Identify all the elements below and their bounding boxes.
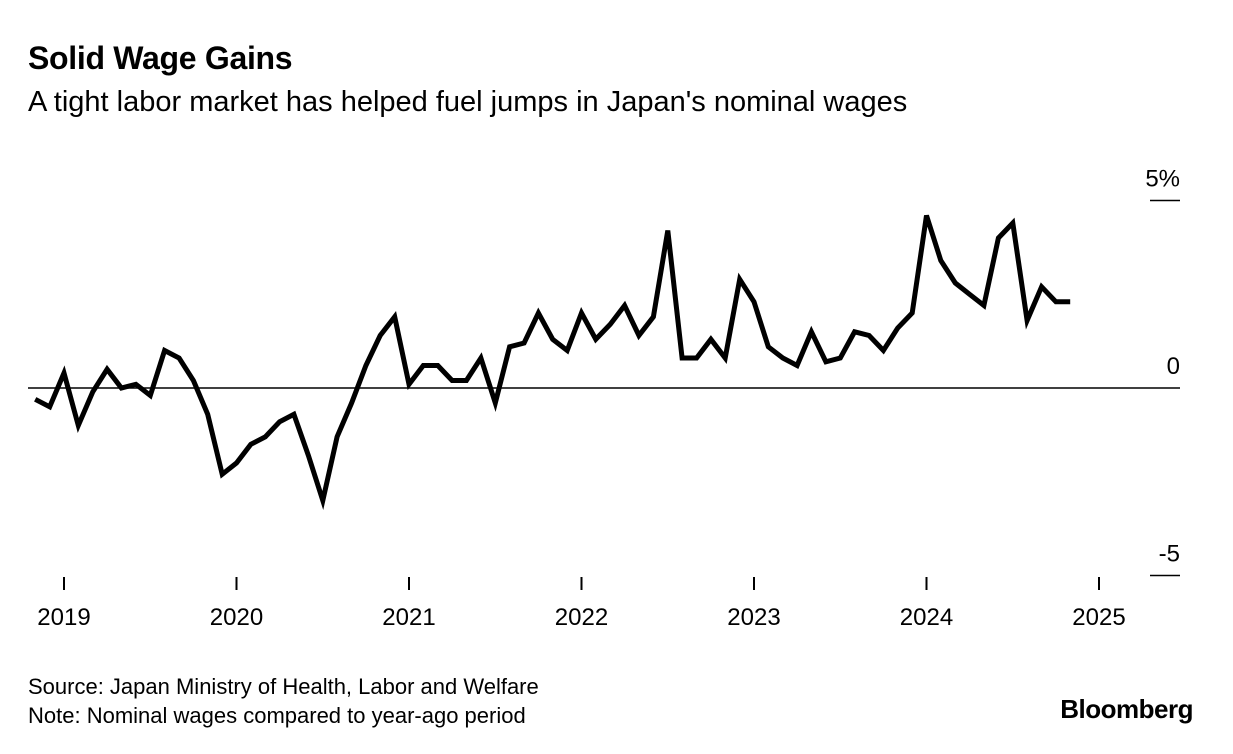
source-text: Source: Japan Ministry of Health, Labor …	[28, 674, 539, 699]
x-tick-label: 2020	[210, 604, 263, 631]
series-layer	[34, 214, 1071, 511]
y-tick-label: 5%	[1145, 166, 1180, 193]
note-text: Note: Nominal wages compared to year-ago…	[28, 703, 526, 728]
x-tick-label: 2019	[37, 604, 90, 631]
x-tick-label: 2022	[555, 604, 608, 631]
y-tick-label: 0	[1167, 353, 1180, 380]
x-tick-label: 2023	[727, 604, 780, 631]
y-axis: 5% 0 -5	[28, 166, 1180, 577]
x-tick-label: 2024	[900, 604, 953, 631]
x-axis: 2019 2020 2021 2022 2023 2024 2025	[37, 577, 1126, 631]
chart-subtitle: A tight labor market has helped fuel jum…	[28, 86, 908, 118]
x-tick-label: 2021	[382, 604, 435, 631]
x-tick-label: 2025	[1072, 604, 1125, 631]
chart-title: Solid Wage Gains	[28, 40, 293, 76]
series-line	[34, 214, 1071, 511]
y-tick-label: -5	[1159, 541, 1180, 568]
chart-footer: Source: Japan Ministry of Health, Labor …	[28, 672, 539, 730]
bloomberg-logo: Bloomberg	[1060, 694, 1193, 724]
